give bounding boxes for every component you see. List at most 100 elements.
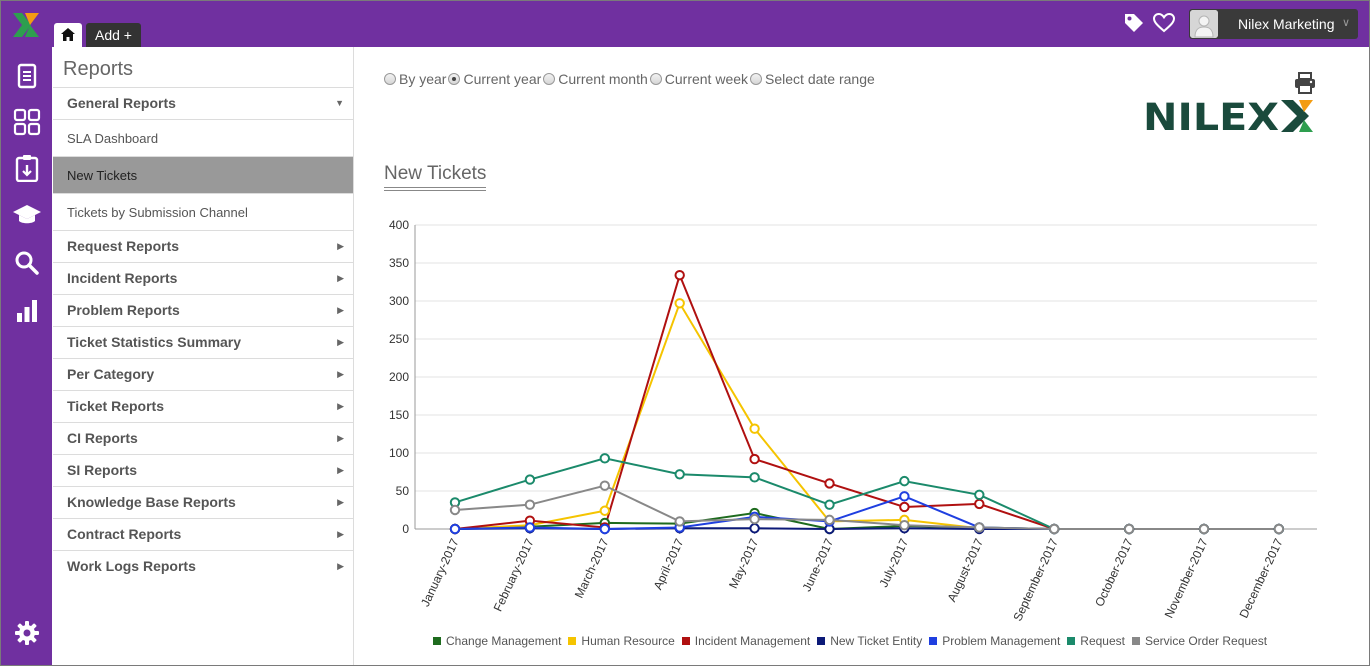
legend-item[interactable]: New Ticket Entity xyxy=(817,634,922,648)
sidebar-item-request-reports[interactable]: Request Reports ▶ xyxy=(53,230,353,262)
date-option-by-year[interactable]: By year xyxy=(384,71,446,87)
dashboard-grid-icon[interactable] xyxy=(13,108,41,136)
sidebar-item-label: Contract Reports xyxy=(67,526,182,542)
bar-chart-icon[interactable] xyxy=(13,296,41,324)
data-point[interactable] xyxy=(449,504,461,516)
data-point[interactable] xyxy=(899,520,910,531)
reports-sidebar: Reports General Reports ▼ SLA Dashboard New… xyxy=(52,47,354,665)
data-point[interactable] xyxy=(749,423,760,434)
data-point[interactable] xyxy=(1123,523,1135,535)
data-point[interactable] xyxy=(749,453,760,465)
data-point[interactable] xyxy=(749,523,760,534)
clipboard-icon[interactable] xyxy=(13,154,41,182)
data-point[interactable] xyxy=(524,499,536,510)
series-line-service-order-request xyxy=(454,484,1279,530)
print-icon[interactable] xyxy=(1294,72,1316,94)
data-point[interactable] xyxy=(599,453,611,464)
radio-button[interactable] xyxy=(649,73,662,85)
date-option-current-month[interactable]: Current month xyxy=(543,71,648,87)
caret-right-icon: ▶ xyxy=(337,305,344,315)
data-point[interactable] xyxy=(674,469,685,480)
data-point[interactable] xyxy=(974,498,985,510)
legend-label: Request xyxy=(1080,634,1125,648)
y-tick-label: 250 xyxy=(389,332,409,346)
data-point[interactable] xyxy=(674,298,685,309)
data-point[interactable] xyxy=(749,513,760,525)
search-icon[interactable] xyxy=(13,249,41,277)
y-tick-label: 100 xyxy=(389,446,409,460)
user-menu-button[interactable]: Nilex Marketing ∨ xyxy=(1189,9,1358,39)
radio-button[interactable] xyxy=(750,73,763,85)
data-point[interactable] xyxy=(524,474,536,485)
legend-item[interactable]: Change Management xyxy=(433,634,561,648)
home-tab[interactable] xyxy=(54,23,82,47)
radio-button[interactable] xyxy=(384,73,396,85)
legend-item[interactable]: Human Resource xyxy=(568,634,675,648)
data-point[interactable] xyxy=(899,501,910,513)
sidebar-item-new-tickets[interactable]: New Tickets xyxy=(53,156,353,193)
legend-swatch xyxy=(568,637,577,645)
radio-button[interactable] xyxy=(543,73,556,85)
legend-label: Problem Management xyxy=(942,634,1061,648)
data-point[interactable] xyxy=(899,491,910,502)
legend-item[interactable]: Problem Management xyxy=(929,634,1060,648)
sidebar-item-tickets-by-submission-channel[interactable]: Tickets by Submission Channel xyxy=(53,193,353,230)
legend-item[interactable]: Service Order Request xyxy=(1132,634,1267,648)
data-point[interactable] xyxy=(674,516,685,527)
avatar xyxy=(1190,10,1218,38)
data-point[interactable] xyxy=(749,472,760,483)
date-option-label: Current month xyxy=(558,71,648,87)
sidebar-item-incident-reports[interactable]: Incident Reports ▶ xyxy=(53,262,353,294)
sidebar-item-contract-reports[interactable]: Contract Reports ▶ xyxy=(53,518,353,550)
sidebar-item-label: CI Reports xyxy=(67,430,138,446)
data-point[interactable] xyxy=(1273,523,1285,535)
sidebar-item-ci-reports[interactable]: CI Reports ▶ xyxy=(53,422,353,454)
nilex-logo-text: NILEX xyxy=(1143,99,1279,133)
data-point[interactable] xyxy=(824,478,835,489)
add-tab-button[interactable]: Add + xyxy=(86,23,141,47)
data-point[interactable] xyxy=(449,523,461,535)
data-point[interactable] xyxy=(1049,523,1060,535)
radio-button[interactable] xyxy=(448,73,461,85)
heart-icon[interactable] xyxy=(1153,13,1175,33)
graduation-cap-icon[interactable] xyxy=(13,201,41,229)
sidebar-item-sla-dashboard[interactable]: SLA Dashboard xyxy=(53,119,353,156)
sidebar-item-problem-reports[interactable]: Problem Reports ▶ xyxy=(53,294,353,326)
data-point[interactable] xyxy=(824,514,835,526)
data-point[interactable] xyxy=(899,475,910,487)
legend-item[interactable]: Request xyxy=(1067,634,1125,648)
legend-item[interactable]: Incident Management xyxy=(681,634,810,648)
legend-label: Change Management xyxy=(446,634,562,648)
sidebar-item-ticket-reports[interactable]: Ticket Reports ▶ xyxy=(53,390,353,422)
data-point[interactable] xyxy=(524,522,536,533)
data-point[interactable] xyxy=(974,489,985,500)
data-point[interactable] xyxy=(674,269,685,281)
date-option-select-date-range[interactable]: Select date range xyxy=(750,71,875,87)
date-option-current-year[interactable]: Current year xyxy=(448,71,541,87)
x-tick-label: February-2017 xyxy=(491,536,537,614)
data-point[interactable] xyxy=(1198,523,1210,535)
x-tick-label: December-2017 xyxy=(1237,536,1286,620)
date-option-current-week[interactable]: Current week xyxy=(649,71,748,87)
data-point[interactable] xyxy=(599,480,611,491)
tag-icon[interactable] xyxy=(1123,12,1145,34)
gear-icon[interactable] xyxy=(13,619,41,647)
chart-legend: Change Management Human Resource Incident … xyxy=(433,634,1274,648)
nilex-x-logo-icon[interactable] xyxy=(13,13,41,37)
document-icon[interactable] xyxy=(13,62,41,90)
date-option-label: Current year xyxy=(463,71,542,87)
y-tick-label: 150 xyxy=(389,408,409,422)
x-tick-label: November-2017 xyxy=(1162,536,1211,620)
data-point[interactable] xyxy=(974,522,985,533)
sidebar-item-per-category[interactable]: Per Category ▶ xyxy=(53,358,353,390)
data-point[interactable] xyxy=(599,523,611,535)
data-point[interactable] xyxy=(824,499,835,510)
user-name: Nilex Marketing xyxy=(1238,16,1335,32)
sidebar-item-work-logs-reports[interactable]: Work Logs Reports ▶ xyxy=(53,550,353,582)
sidebar-item-si-reports[interactable]: SI Reports ▶ xyxy=(53,454,353,486)
sidebar-item-ticket-statistics-summary[interactable]: Ticket Statistics Summary ▶ xyxy=(53,326,353,358)
sidebar-item-general-reports[interactable]: General Reports ▼ xyxy=(53,87,353,119)
data-point[interactable] xyxy=(599,505,611,516)
sidebar-item-knowledge-base-reports[interactable]: Knowledge Base Reports ▶ xyxy=(53,486,353,518)
